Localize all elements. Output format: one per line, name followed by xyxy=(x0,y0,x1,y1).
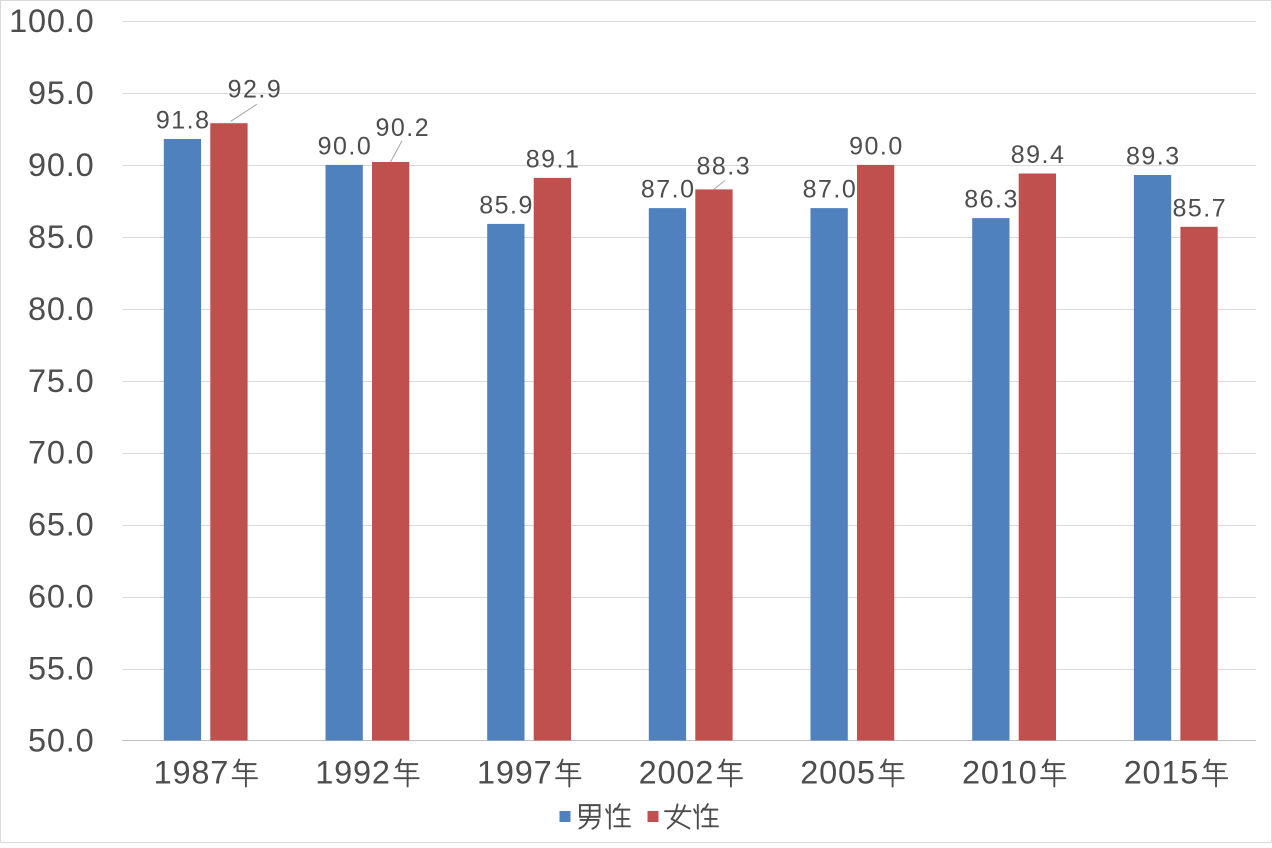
svg-text:95.0: 95.0 xyxy=(28,75,94,111)
svg-text:89.1: 89.1 xyxy=(526,145,581,173)
svg-text:80.0: 80.0 xyxy=(28,291,94,327)
svg-text:87.0: 87.0 xyxy=(803,176,858,204)
svg-text:90.0: 90.0 xyxy=(318,132,373,160)
svg-text:1992: 1992 xyxy=(315,755,391,791)
svg-text:85.0: 85.0 xyxy=(28,219,94,255)
svg-text:1987: 1987 xyxy=(154,755,230,791)
svg-text:89.3: 89.3 xyxy=(1126,143,1181,171)
svg-text:91.8: 91.8 xyxy=(156,107,211,135)
svg-text:55.0: 55.0 xyxy=(28,651,94,687)
svg-text:2005: 2005 xyxy=(800,755,876,791)
svg-text:2015: 2015 xyxy=(1124,755,1200,791)
svg-text:100.0: 100.0 xyxy=(9,3,94,39)
svg-text:2010: 2010 xyxy=(962,755,1038,791)
svg-text:92.9: 92.9 xyxy=(228,76,283,104)
svg-text:89.4: 89.4 xyxy=(1011,141,1066,169)
svg-text:70.0: 70.0 xyxy=(28,435,94,471)
svg-text:88.3: 88.3 xyxy=(696,153,751,181)
svg-text:85.7: 85.7 xyxy=(1172,194,1227,222)
svg-text:85.9: 85.9 xyxy=(479,191,534,219)
svg-text:86.3: 86.3 xyxy=(964,186,1019,214)
svg-text:2002: 2002 xyxy=(639,755,715,791)
svg-text:90.0: 90.0 xyxy=(849,132,904,160)
svg-text:90.2: 90.2 xyxy=(375,114,430,142)
svg-text:65.0: 65.0 xyxy=(28,507,94,543)
svg-text:90.0: 90.0 xyxy=(28,147,94,183)
svg-text:87.0: 87.0 xyxy=(641,176,696,204)
svg-text:60.0: 60.0 xyxy=(28,579,94,615)
svg-text:1997: 1997 xyxy=(477,755,553,791)
svg-text:50.0: 50.0 xyxy=(28,723,94,759)
svg-text:75.0: 75.0 xyxy=(28,363,94,399)
